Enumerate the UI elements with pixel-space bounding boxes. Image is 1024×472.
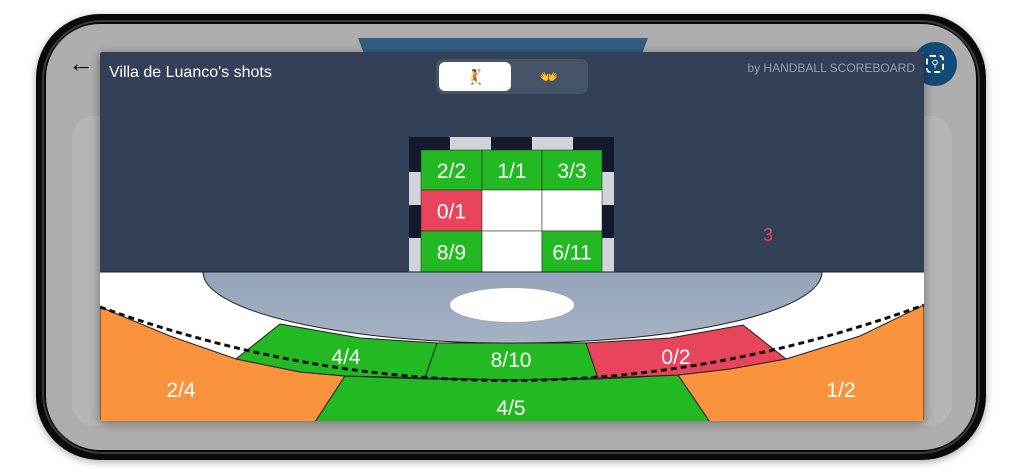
zone-six-right[interactable] — [585, 324, 788, 379]
goal-cell[interactable] — [541, 230, 603, 273]
zone-six-left-label: 4/4 — [331, 346, 361, 369]
zone-nine-left-label: 2/4 — [166, 379, 196, 402]
goal-cell[interactable] — [481, 189, 543, 232]
off-target-count: 3 — [763, 225, 774, 245]
dialog-title: Villa de Luanco's shots — [109, 64, 272, 81]
goal-area-spot — [450, 288, 574, 322]
goal-cell-label: 6/11 — [552, 242, 591, 265]
goal-cell-label: 0/1 — [437, 201, 466, 224]
arrow-left-icon[interactable]: ← — [68, 48, 94, 78]
goal-cell-label: 3/3 — [557, 160, 586, 183]
toggle-shots[interactable]: 🤾 — [439, 62, 511, 91]
goal-cell[interactable] — [481, 230, 543, 273]
goal-cell[interactable] — [481, 149, 543, 191]
goal-cell-label: 1/1 — [497, 160, 526, 183]
goal-cell[interactable] — [541, 189, 603, 232]
toggle-goalkeeper[interactable]: 👐 — [539, 68, 559, 86]
view-toggle: 🤾 👐 — [436, 59, 588, 94]
zone-six-center-label: 8/10 — [491, 349, 532, 372]
scan-search-icon: ⚲ — [926, 55, 944, 73]
goal-cell[interactable] — [420, 189, 483, 232]
brand-label: by HANDBALL SCOREBOARD — [747, 61, 915, 75]
goal-cell-label: 8/9 — [437, 242, 466, 265]
goal-cell[interactable] — [420, 149, 483, 191]
zone-six-left[interactable] — [234, 323, 438, 379]
court-diagram: 2/2 1/1 3/3 0/1 8/9 6/11 4/4 8/10 0/2 2/4 4/5… — [100, 137, 924, 421]
zone-nine-center-label: 4/5 — [496, 397, 525, 420]
goal-cell[interactable] — [541, 149, 603, 191]
shots-dialog: Villa de Luanco's shots by HANDBALL SCOR… — [100, 52, 924, 421]
nine-meter-line — [100, 303, 924, 382]
goal-cell-label: 2/2 — [437, 160, 466, 183]
phone-edge — [42, 20, 980, 454]
zone-six-right-label: 0/2 — [661, 346, 690, 369]
zone-nine-right-label: 1/2 — [826, 379, 855, 402]
